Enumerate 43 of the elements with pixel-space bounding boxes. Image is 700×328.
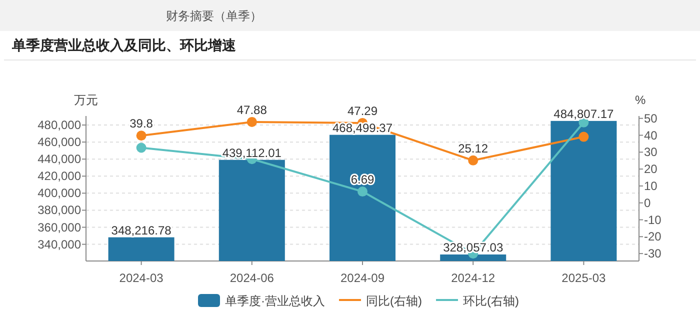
y-tick-label: 440,000 [38,152,82,166]
legend-label: 环比(右轴) [463,294,519,308]
y-tick-label: 400,000 [38,186,82,200]
y-tick-label: 360,000 [38,220,82,234]
data-label: 47.29 [347,104,378,118]
point [578,132,589,142]
text: 财务摘要（单季） [166,9,262,23]
y2-tick-label: 0 [644,196,651,210]
y2-tick-label: 50 [644,111,658,126]
data-label: 6.69 [350,172,374,187]
y-tick-label: 480,000 [38,118,82,132]
data-label: 439,112.01 [222,146,282,160]
point [358,186,368,197]
data-label: 39.8 [130,116,154,131]
y2-tick-label: 10 [644,178,658,193]
y-tick-label: 460,000 [38,135,82,150]
data-label: 47.88 [236,102,268,117]
legend-label: 同比(右轴) [366,294,422,308]
data-label: 484,807.17 [554,106,614,121]
x-tick-label: 2024-09 [340,271,385,285]
x-tick-label: 2024-06 [230,271,274,285]
y2-tick-label: 30 [644,145,658,160]
data-label: 25.12 [458,141,488,156]
y2-tick-label: 40 [644,128,658,142]
y-tick-label: 420,000 [38,169,82,184]
data-label: 348,216.78 [111,223,172,238]
y2-axis-title: % [635,93,646,107]
y-axis-title: 万元 [74,93,98,107]
y-tick-label: 380,000 [38,203,82,218]
y2-tick-label: 20 [644,162,658,176]
point [136,142,146,153]
legend-label: 单季度·营业总收入 [225,294,325,308]
point [136,130,146,141]
point [246,116,257,127]
x-tick-label: 2024-03 [119,271,164,285]
x-tick-label: 2024-12 [451,271,496,285]
y2-tick-label: -10 [644,212,662,227]
y-tick-label: 340,000 [38,237,82,252]
y2-tick-label: -30 [644,246,662,261]
chart-title: 单季度营业总收入及同比、环比增速 [11,37,237,53]
y2-tick-label: -20 [644,230,662,244]
point [468,155,478,166]
x-tick-label: 2025-03 [562,271,606,285]
